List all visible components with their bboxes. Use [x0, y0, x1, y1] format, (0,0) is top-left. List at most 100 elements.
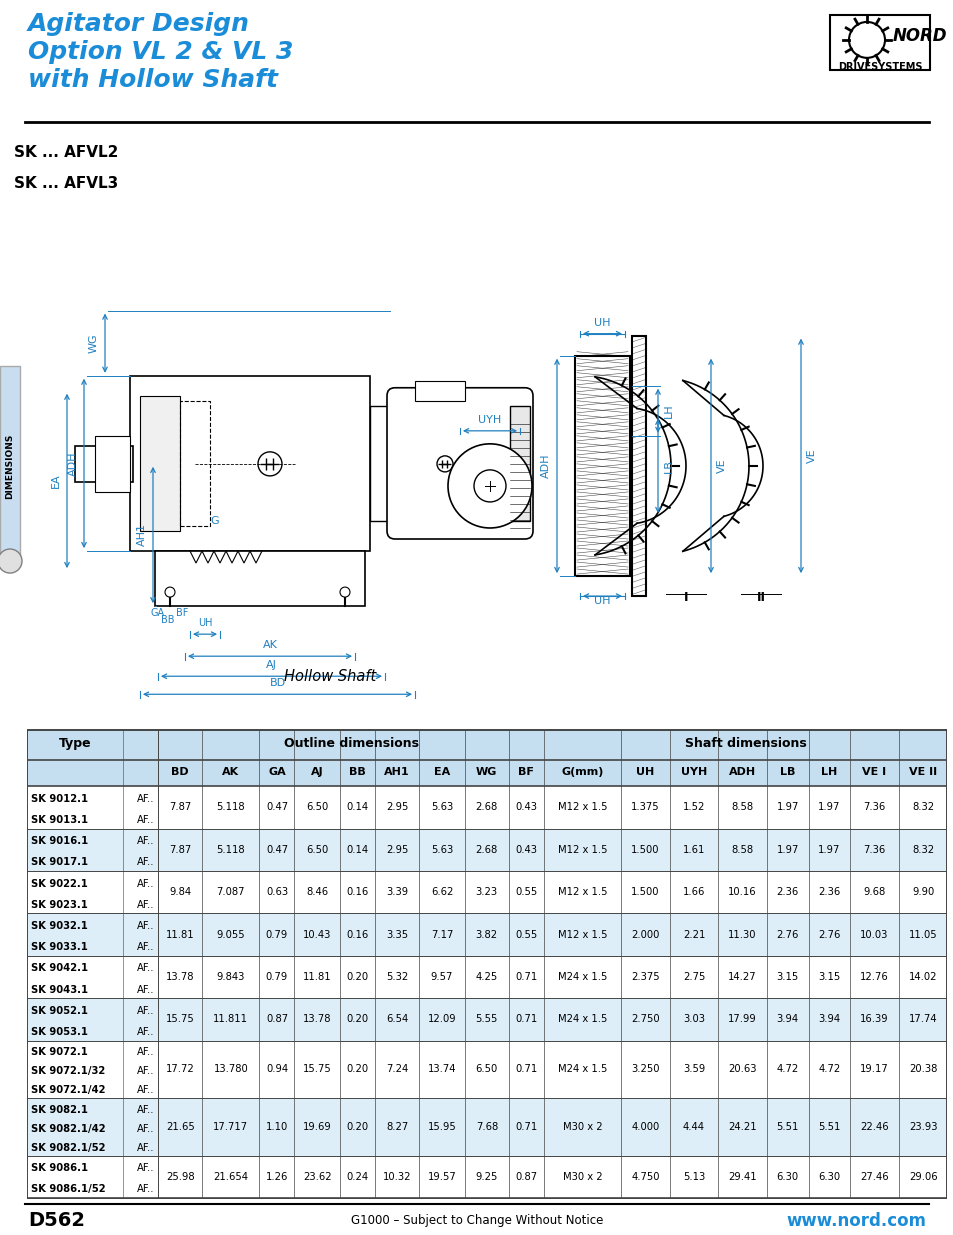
Bar: [27, 998, 946, 1041]
Text: 13.78: 13.78: [166, 972, 194, 982]
Text: 2.36: 2.36: [776, 887, 798, 897]
Text: 0.16: 0.16: [346, 887, 369, 897]
Text: LB: LB: [780, 767, 795, 777]
FancyBboxPatch shape: [387, 388, 533, 538]
Bar: [370, 406, 395, 521]
Text: SK 9082.1: SK 9082.1: [31, 1104, 89, 1114]
Text: D562: D562: [28, 1212, 85, 1230]
Text: 24.21: 24.21: [727, 1121, 756, 1131]
Text: 8.32: 8.32: [911, 803, 933, 813]
Text: BF: BF: [175, 608, 188, 619]
Text: 5.51: 5.51: [818, 1121, 840, 1131]
Text: 4.750: 4.750: [631, 1172, 659, 1182]
Text: 15.75: 15.75: [166, 1014, 194, 1024]
Text: SK 9016.1: SK 9016.1: [31, 836, 89, 846]
Text: UH: UH: [197, 619, 212, 629]
Circle shape: [339, 587, 350, 597]
Text: 2.95: 2.95: [386, 845, 408, 855]
Text: 0.55: 0.55: [515, 887, 537, 897]
Bar: [95, 436, 130, 492]
Text: M24 x 1.5: M24 x 1.5: [558, 1065, 606, 1074]
Text: WG: WG: [89, 333, 99, 353]
Text: 0.20: 0.20: [346, 1065, 369, 1074]
Text: EA: EA: [434, 767, 450, 777]
Text: SK 9053.1: SK 9053.1: [31, 1028, 89, 1037]
Bar: [154, 551, 365, 606]
Bar: [829, 15, 929, 70]
Text: BD: BD: [172, 767, 189, 777]
Text: I: I: [683, 592, 687, 604]
Text: AF..: AF..: [137, 1184, 154, 1194]
Text: 15.95: 15.95: [427, 1121, 456, 1131]
Text: Option VL 2 & VL 3: Option VL 2 & VL 3: [28, 40, 294, 64]
Text: with Hollow Shaft: with Hollow Shaft: [28, 68, 277, 91]
Text: 29.41: 29.41: [727, 1172, 756, 1182]
Text: 17.717: 17.717: [213, 1121, 248, 1131]
Bar: [180, 401, 210, 526]
Text: 23.62: 23.62: [303, 1172, 332, 1182]
Text: 8.27: 8.27: [386, 1121, 408, 1131]
Text: UH: UH: [636, 767, 654, 777]
Text: GA: GA: [151, 608, 165, 619]
Text: 6.50: 6.50: [306, 845, 328, 855]
Text: 7.36: 7.36: [862, 845, 884, 855]
Text: 12.09: 12.09: [427, 1014, 456, 1024]
Text: SK 9086.1/52: SK 9086.1/52: [31, 1184, 106, 1194]
Text: BB: BB: [349, 767, 366, 777]
Bar: [0, 366, 20, 566]
Bar: [27, 730, 946, 760]
Text: www.nord.com: www.nord.com: [785, 1212, 925, 1230]
Text: 17.72: 17.72: [166, 1065, 194, 1074]
Text: AF..: AF..: [137, 1086, 154, 1095]
Text: 1.97: 1.97: [776, 803, 798, 813]
Text: AF..: AF..: [137, 815, 154, 825]
Text: G1000 – Subject to Change Without Notice: G1000 – Subject to Change Without Notice: [351, 1214, 602, 1228]
Text: AF..: AF..: [137, 942, 154, 952]
Text: 3.15: 3.15: [818, 972, 840, 982]
Text: 9.25: 9.25: [476, 1172, 497, 1182]
Text: SK 9086.1: SK 9086.1: [31, 1163, 89, 1173]
Text: 6.50: 6.50: [476, 1065, 497, 1074]
Text: 2.95: 2.95: [386, 803, 408, 813]
Text: AF..: AF..: [137, 878, 154, 889]
Text: 29.06: 29.06: [908, 1172, 937, 1182]
Text: 9.055: 9.055: [216, 930, 245, 940]
Text: 7.24: 7.24: [386, 1065, 408, 1074]
Text: 1.61: 1.61: [682, 845, 704, 855]
Text: SK 9022.1: SK 9022.1: [31, 878, 88, 889]
Text: Hollow Shaft: Hollow Shaft: [284, 669, 375, 684]
Text: AF..: AF..: [137, 857, 154, 867]
Text: 2.76: 2.76: [818, 930, 840, 940]
Text: 10.16: 10.16: [727, 887, 756, 897]
Text: 14.02: 14.02: [908, 972, 937, 982]
Text: 0.14: 0.14: [346, 803, 369, 813]
Text: AF..: AF..: [137, 1066, 154, 1076]
Text: 3.94: 3.94: [818, 1014, 840, 1024]
Text: 13.74: 13.74: [427, 1065, 456, 1074]
Text: 0.16: 0.16: [346, 930, 369, 940]
Bar: [27, 829, 946, 871]
Text: 17.74: 17.74: [908, 1014, 937, 1024]
Text: 13.78: 13.78: [303, 1014, 332, 1024]
Text: ADH: ADH: [68, 451, 78, 475]
Text: SK 9023.1: SK 9023.1: [31, 900, 88, 910]
Text: VE I: VE I: [862, 767, 885, 777]
Text: 13.780: 13.780: [213, 1065, 248, 1074]
Text: SK 9042.1: SK 9042.1: [31, 963, 89, 973]
Circle shape: [848, 22, 884, 58]
Bar: [27, 760, 946, 787]
Text: 23.93: 23.93: [908, 1121, 937, 1131]
Text: AF..: AF..: [137, 921, 154, 931]
Text: 15.75: 15.75: [303, 1065, 332, 1074]
Bar: [575, 356, 629, 576]
Text: Agitator Design: Agitator Design: [28, 12, 250, 36]
Text: 2.76: 2.76: [776, 930, 798, 940]
Text: SK 9033.1: SK 9033.1: [31, 942, 88, 952]
Text: 11.81: 11.81: [303, 972, 332, 982]
Text: 10.43: 10.43: [303, 930, 332, 940]
Text: 1.500: 1.500: [631, 845, 659, 855]
Text: M12 x 1.5: M12 x 1.5: [558, 803, 607, 813]
Text: 5.51: 5.51: [776, 1121, 798, 1131]
Text: 9.68: 9.68: [862, 887, 884, 897]
Text: 2.750: 2.750: [631, 1014, 659, 1024]
